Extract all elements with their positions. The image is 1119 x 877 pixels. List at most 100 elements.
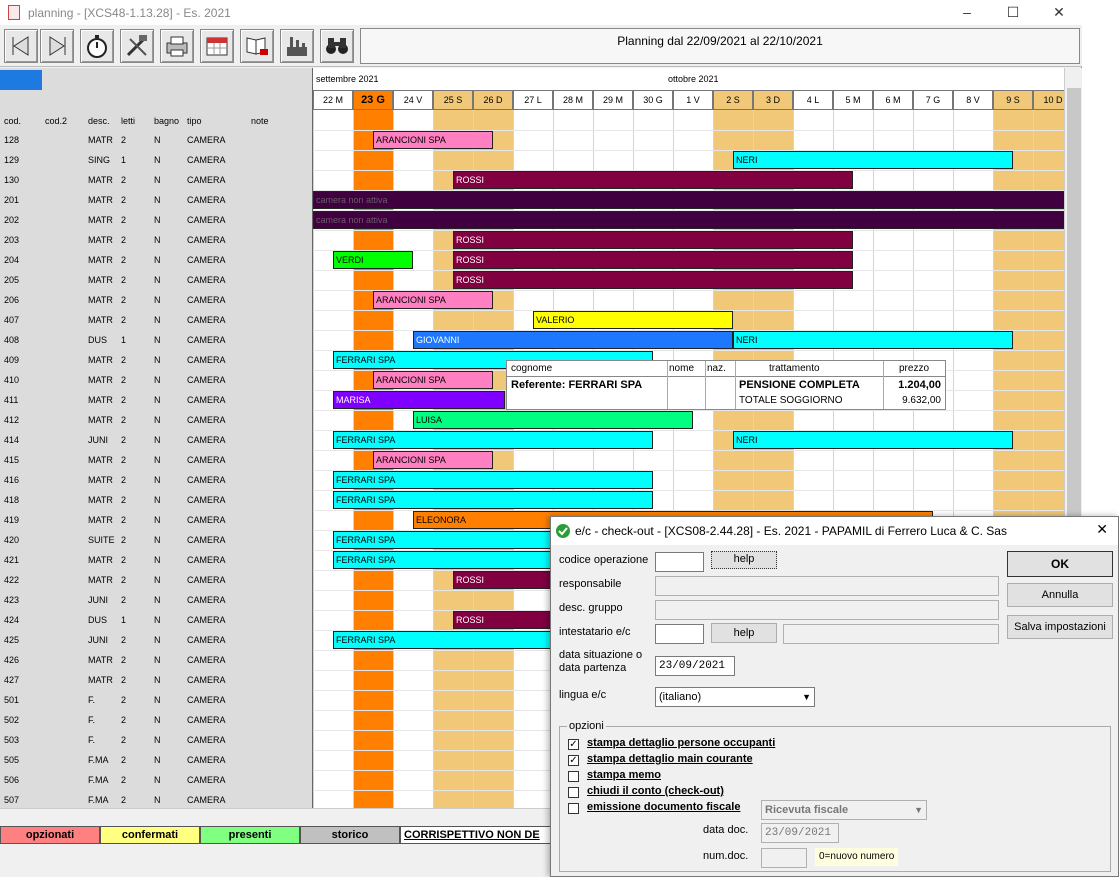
day-header[interactable]: 24 V [393, 90, 433, 110]
room-row[interactable]: 206 MATR 2 N CAMERA [0, 290, 312, 310]
room-row[interactable]: 128 MATR 2 N CAMERA [0, 130, 312, 150]
opt-documento-fiscale-checkbox[interactable] [568, 803, 579, 814]
room-row[interactable]: 409 MATR 2 N CAMERA [0, 350, 312, 370]
help-codice-button[interactable]: help [711, 551, 777, 569]
day-header[interactable]: 25 S [433, 90, 473, 110]
opt-main-courante-checkbox[interactable]: ✓ [568, 755, 579, 766]
booking-bar[interactable]: LUISA [413, 411, 693, 429]
room-row[interactable]: 501 F. 2 N CAMERA [0, 690, 312, 710]
room-row[interactable]: 421 MATR 2 N CAMERA [0, 550, 312, 570]
booking-bar[interactable]: ARANCIONI SPA [373, 451, 493, 469]
room-row[interactable]: 129 SING 1 N CAMERA [0, 150, 312, 170]
booking-bar[interactable]: FERRARI SPA [333, 471, 653, 489]
day-header[interactable]: 5 M [833, 90, 873, 110]
room-row[interactable]: 503 F. 2 N CAMERA [0, 730, 312, 750]
prev-button[interactable] [4, 29, 38, 63]
next-button[interactable] [40, 29, 74, 63]
booking-bar[interactable]: ROSSI [453, 251, 853, 269]
horizontal-scrollbar[interactable] [0, 808, 552, 824]
booking-bar[interactable]: NERI [733, 431, 1013, 449]
maximize-button[interactable]: ☐ [1006, 4, 1020, 20]
room-row[interactable]: 412 MATR 2 N CAMERA [0, 410, 312, 430]
room-row[interactable]: 420 SUITE 2 N CAMERA [0, 530, 312, 550]
data-partenza-input[interactable]: 23/09/2021 [655, 656, 735, 676]
room-row[interactable]: 411 MATR 2 N CAMERA [0, 390, 312, 410]
day-header[interactable]: 10 D [1033, 90, 1064, 110]
room-row[interactable]: 414 JUNI 2 N CAMERA [0, 430, 312, 450]
room-row[interactable]: 203 MATR 2 N CAMERA [0, 230, 312, 250]
codice-operazione-input[interactable] [655, 552, 704, 572]
room-row[interactable]: 419 MATR 2 N CAMERA [0, 510, 312, 530]
room-row[interactable]: 205 MATR 2 N CAMERA [0, 270, 312, 290]
booking-bar[interactable]: ARANCIONI SPA [373, 371, 493, 389]
minimize-button[interactable]: – [963, 4, 971, 20]
room-row[interactable]: 424 DUS 1 N CAMERA [0, 610, 312, 630]
booking-bar[interactable]: NERI [733, 151, 1013, 169]
room-row[interactable]: 407 MATR 2 N CAMERA [0, 310, 312, 330]
day-header[interactable]: 9 S [993, 90, 1033, 110]
day-header[interactable]: 26 D [473, 90, 513, 110]
close-button[interactable]: ✕ [1053, 4, 1065, 20]
room-row[interactable]: 418 MATR 2 N CAMERA [0, 490, 312, 510]
book-print-button[interactable] [240, 29, 274, 63]
lingua-select[interactable]: (italiano) ▼ [655, 687, 815, 707]
booking-bar[interactable]: ARANCIONI SPA [373, 131, 493, 149]
room-row[interactable]: 408 DUS 1 N CAMERA [0, 330, 312, 350]
opt-chiudi-conto-checkbox[interactable] [568, 787, 579, 798]
day-header[interactable]: 8 V [953, 90, 993, 110]
day-header[interactable]: 23 G [353, 90, 393, 110]
booking-bar[interactable]: ARANCIONI SPA [373, 291, 493, 309]
day-header[interactable]: 22 M [313, 90, 353, 110]
day-header[interactable]: 6 M [873, 90, 913, 110]
day-header[interactable]: 28 M [553, 90, 593, 110]
opt-memo-checkbox[interactable] [568, 771, 579, 782]
doc-type-select[interactable]: Ricevuta fiscale ▼ [761, 800, 927, 820]
room-row[interactable]: 426 MATR 2 N CAMERA [0, 650, 312, 670]
desc-gruppo-input[interactable] [655, 600, 999, 620]
day-header[interactable]: 4 L [793, 90, 833, 110]
room-row[interactable]: 427 MATR 2 N CAMERA [0, 670, 312, 690]
booking-bar[interactable]: FERRARI SPA [333, 431, 653, 449]
room-row[interactable]: 507 F.MA 2 N CAMERA [0, 790, 312, 810]
salva-impostazioni-button[interactable]: Salva impostazioni [1007, 615, 1113, 639]
scroll-thumb[interactable] [1067, 88, 1081, 548]
annulla-button[interactable]: Annulla [1007, 583, 1113, 607]
room-row[interactable]: 502 F. 2 N CAMERA [0, 710, 312, 730]
room-row[interactable]: 416 MATR 2 N CAMERA [0, 470, 312, 490]
day-header[interactable]: 2 S [713, 90, 753, 110]
calendar-button[interactable] [200, 29, 234, 63]
responsabile-input[interactable] [655, 576, 999, 596]
opt-persone-checkbox[interactable]: ✓ [568, 739, 579, 750]
room-row[interactable]: 202 MATR 2 N CAMERA [0, 210, 312, 230]
factory-button[interactable] [280, 29, 314, 63]
day-header[interactable]: 30 G [633, 90, 673, 110]
stopwatch-button[interactable] [80, 29, 114, 63]
booking-bar[interactable]: ROSSI [453, 271, 853, 289]
room-row[interactable]: 423 JUNI 2 N CAMERA [0, 590, 312, 610]
day-header[interactable]: 3 D [753, 90, 793, 110]
booking-bar[interactable]: VERDI [333, 251, 413, 269]
booking-bar[interactable]: camera non attiva [313, 211, 1064, 229]
room-row[interactable]: 506 F.MA 2 N CAMERA [0, 770, 312, 790]
booking-bar[interactable]: VALERIO [533, 311, 733, 329]
data-doc-input[interactable]: 23/09/2021 [761, 823, 839, 843]
help-intestatario-button[interactable]: help [711, 623, 777, 643]
num-doc-input[interactable] [761, 848, 807, 868]
tools-button[interactable] [120, 29, 154, 63]
room-row[interactable]: 130 MATR 2 N CAMERA [0, 170, 312, 190]
booking-bar[interactable]: FERRARI SPA [333, 491, 653, 509]
booking-bar[interactable]: GIOVANNI [413, 331, 733, 349]
day-header[interactable]: 1 V [673, 90, 713, 110]
room-row[interactable]: 415 MATR 2 N CAMERA [0, 450, 312, 470]
booking-bar[interactable]: camera non attiva [313, 191, 1064, 209]
room-row[interactable]: 422 MATR 2 N CAMERA [0, 570, 312, 590]
dialog-close-button[interactable]: ✕ [1096, 521, 1108, 537]
booking-bar[interactable]: NERI [733, 331, 1013, 349]
day-header[interactable]: 27 L [513, 90, 553, 110]
intestatario-input[interactable] [655, 624, 704, 644]
booking-bar[interactable]: ROSSI [453, 171, 853, 189]
ok-button[interactable]: OK [1007, 551, 1113, 577]
day-header[interactable]: 29 M [593, 90, 633, 110]
day-header[interactable]: 7 G [913, 90, 953, 110]
booking-bar[interactable]: MARISA [333, 391, 505, 409]
